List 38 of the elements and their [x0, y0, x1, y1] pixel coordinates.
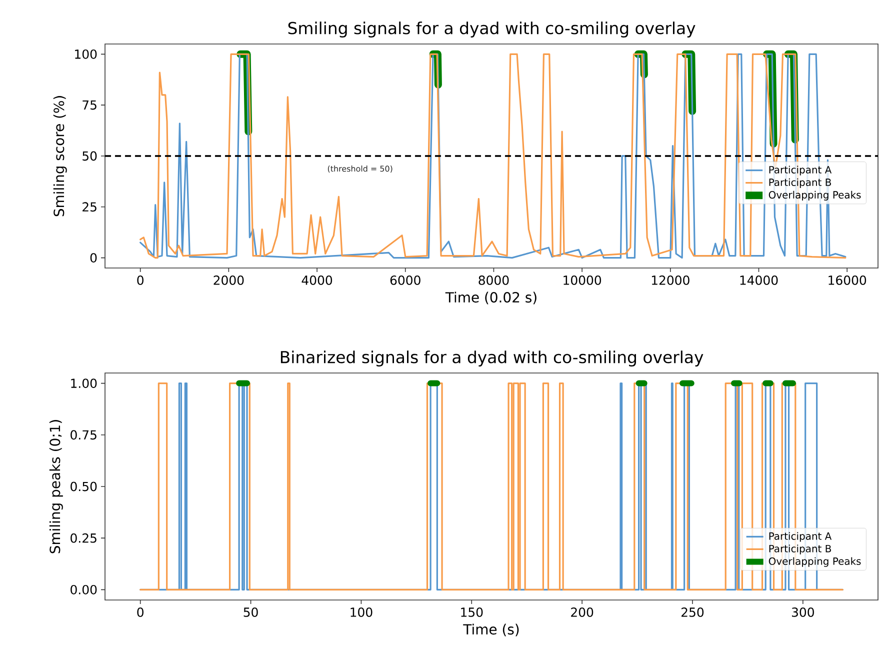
legend-label: Participant A — [769, 532, 832, 542]
x-tick-label: 16000 — [828, 275, 866, 285]
x-tick-label: 0 — [137, 608, 144, 617]
legend-label: Participant B — [769, 178, 831, 188]
chart-title: Smiling signals for a dyad with co-smiling overlay — [288, 22, 696, 38]
x-axis-title: Time (s) — [463, 624, 519, 636]
y-tick-label: 100 — [75, 49, 97, 59]
y-tick-label: 25 — [82, 202, 96, 212]
legend-label: Participant B — [769, 544, 831, 554]
x-tick-label: 4000 — [302, 275, 332, 285]
y-tick-label: 1.00 — [71, 378, 97, 388]
legend-label: Participant A — [769, 166, 832, 176]
y-axis-title: Smiling peaks (0;1) — [49, 420, 63, 554]
y-axis-title: Smiling score (%) — [53, 96, 67, 216]
x-tick-label: 100 — [350, 608, 372, 617]
legend-label: Overlapping Peaks — [768, 557, 861, 567]
x-tick-label: 14000 — [740, 275, 778, 285]
x-tick-label: 10000 — [564, 275, 602, 285]
legend-label: Overlapping Peaks — [768, 190, 861, 201]
x-tick-label: 12000 — [652, 275, 690, 285]
x-tick-label: 2000 — [214, 275, 244, 285]
y-tick-label: 0.25 — [70, 533, 96, 543]
x-tick-label: 150 — [461, 608, 483, 617]
x-tick-label: 6000 — [390, 275, 420, 285]
y-tick-label: 50 — [82, 151, 97, 161]
x-tick-label: 0 — [137, 275, 144, 285]
x-axis-title: Time (0.02 s) — [445, 292, 536, 304]
x-tick-label: 50 — [244, 608, 258, 617]
x-tick-label: 250 — [682, 608, 704, 617]
x-tick-label: 8000 — [478, 275, 509, 285]
x-tick-label: 200 — [571, 608, 594, 617]
y-tick-label: 0.00 — [70, 584, 97, 594]
y-tick-label: 0.75 — [70, 430, 96, 440]
y-tick-label: 0 — [90, 253, 97, 263]
y-tick-label: 75 — [82, 100, 96, 110]
x-tick-label: 300 — [792, 608, 814, 617]
y-tick-label: 0.50 — [70, 482, 97, 492]
chart-title: Binarized signals for a dyad with co-smiling overlay — [280, 350, 704, 366]
